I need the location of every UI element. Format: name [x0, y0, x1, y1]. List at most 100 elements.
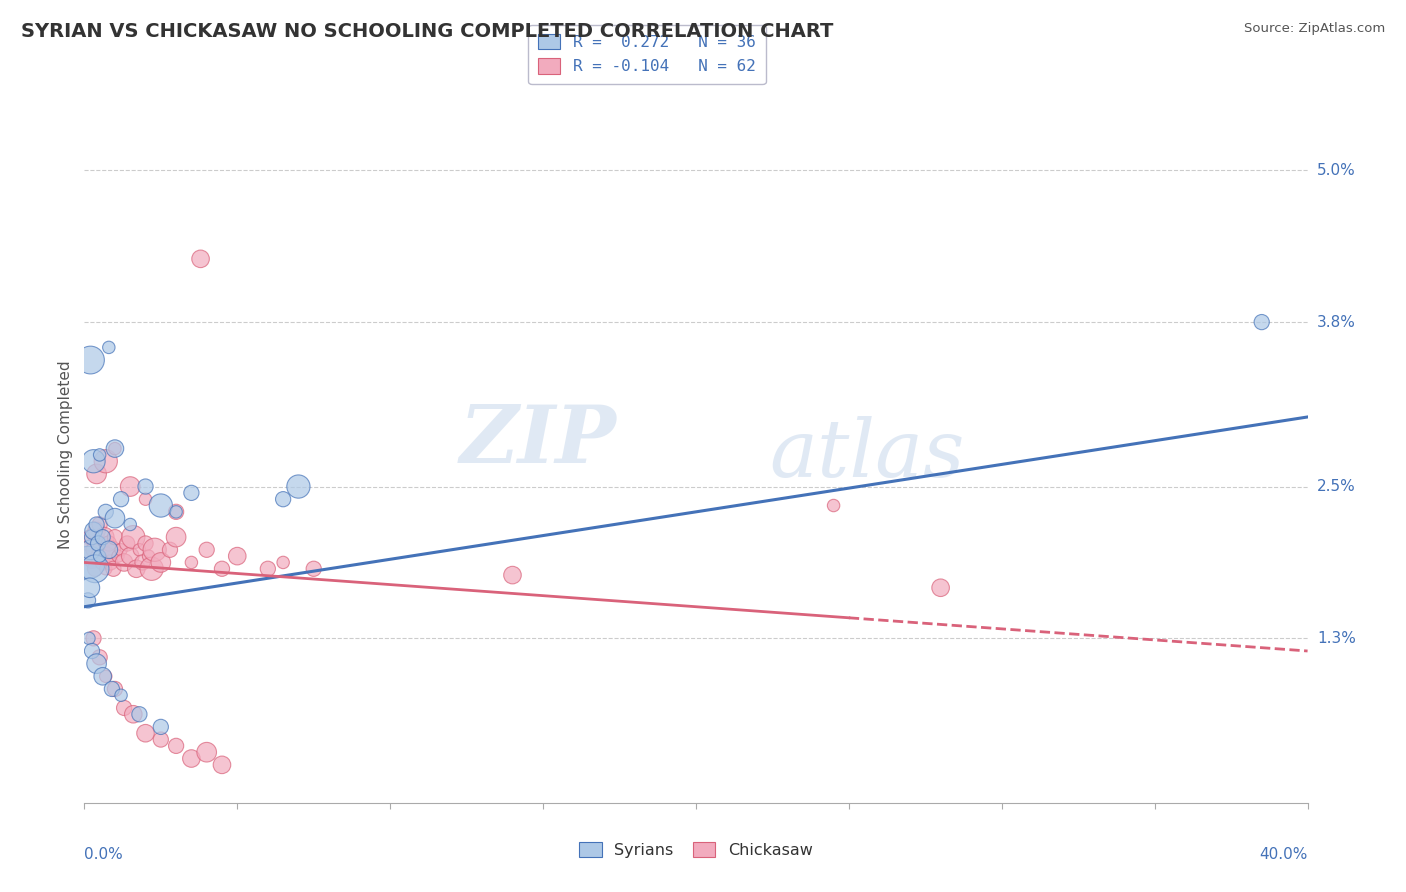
Point	[107, 549, 129, 563]
Point	[122, 530, 145, 544]
Point	[77, 536, 100, 550]
Point	[101, 681, 124, 696]
Point	[180, 556, 202, 570]
Point	[128, 542, 150, 557]
Point	[83, 524, 105, 538]
Legend: Syrians, Chickasaw: Syrians, Chickasaw	[572, 836, 820, 864]
Point	[271, 556, 294, 570]
Point	[125, 562, 148, 576]
Point	[211, 562, 233, 576]
Point	[112, 556, 135, 570]
Point	[271, 492, 294, 507]
Point	[138, 549, 160, 563]
Point	[80, 556, 103, 570]
Point	[87, 536, 110, 550]
Point	[86, 657, 108, 671]
Point	[84, 562, 107, 576]
Point	[128, 707, 150, 722]
Point	[104, 681, 127, 696]
Point	[131, 556, 153, 570]
Point	[195, 542, 218, 557]
Point	[104, 442, 127, 456]
Point	[211, 757, 233, 772]
Point	[149, 499, 172, 513]
Text: ZIP: ZIP	[460, 402, 616, 480]
Point	[94, 562, 117, 576]
Point	[115, 536, 138, 550]
Point	[149, 720, 172, 734]
Point	[89, 448, 111, 462]
Point	[83, 454, 105, 468]
Point	[77, 556, 100, 570]
Point	[79, 542, 101, 557]
Point	[86, 524, 108, 538]
Point	[86, 467, 108, 481]
Point	[80, 530, 103, 544]
Point	[135, 492, 157, 507]
Text: 1.3%: 1.3%	[1317, 631, 1357, 646]
Point	[83, 542, 105, 557]
Point	[180, 486, 202, 500]
Point	[104, 530, 127, 544]
Point	[190, 252, 212, 266]
Point	[165, 505, 187, 519]
Point	[120, 517, 142, 532]
Text: SYRIAN VS CHICKASAW NO SCHOOLING COMPLETED CORRELATION CHART: SYRIAN VS CHICKASAW NO SCHOOLING COMPLET…	[21, 22, 834, 41]
Point	[112, 701, 135, 715]
Point	[97, 536, 120, 550]
Point	[110, 542, 132, 557]
Point	[287, 479, 309, 493]
Point	[83, 632, 105, 646]
Point	[120, 479, 142, 493]
Point	[79, 353, 101, 368]
Point	[94, 669, 117, 683]
Point	[135, 726, 157, 740]
Text: 3.8%: 3.8%	[1317, 315, 1357, 329]
Point	[226, 549, 249, 563]
Text: 40.0%: 40.0%	[1260, 847, 1308, 863]
Point	[1250, 315, 1272, 329]
Point	[195, 745, 218, 759]
Text: 0.0%: 0.0%	[84, 847, 124, 863]
Point	[96, 549, 118, 563]
Point	[502, 568, 524, 582]
Point	[302, 562, 325, 576]
Point	[143, 542, 166, 557]
Text: 2.5%: 2.5%	[1317, 479, 1355, 494]
Point	[91, 556, 114, 570]
Point	[104, 511, 127, 525]
Point	[77, 593, 100, 607]
Point	[165, 739, 187, 753]
Point	[165, 505, 187, 519]
Point	[90, 542, 112, 557]
Point	[929, 581, 952, 595]
Point	[180, 751, 202, 765]
Point	[89, 549, 111, 563]
Point	[120, 549, 142, 563]
Point	[86, 517, 108, 532]
Point	[104, 442, 127, 456]
Point	[149, 556, 172, 570]
Point	[89, 517, 111, 532]
Point	[80, 644, 103, 658]
Point	[91, 669, 114, 683]
Point	[89, 650, 111, 665]
Point	[257, 562, 280, 576]
Text: atlas: atlas	[769, 417, 965, 493]
Point	[97, 542, 120, 557]
Point	[77, 632, 100, 646]
Y-axis label: No Schooling Completed: No Schooling Completed	[58, 360, 73, 549]
Point	[101, 542, 124, 557]
Point	[94, 505, 117, 519]
Point	[110, 492, 132, 507]
Point	[159, 542, 181, 557]
Point	[97, 340, 120, 354]
Point	[79, 530, 101, 544]
Point	[110, 688, 132, 702]
Point	[87, 549, 110, 563]
Point	[135, 536, 157, 550]
Point	[94, 454, 117, 468]
Point	[79, 581, 101, 595]
Point	[141, 562, 163, 576]
Point	[135, 479, 157, 493]
